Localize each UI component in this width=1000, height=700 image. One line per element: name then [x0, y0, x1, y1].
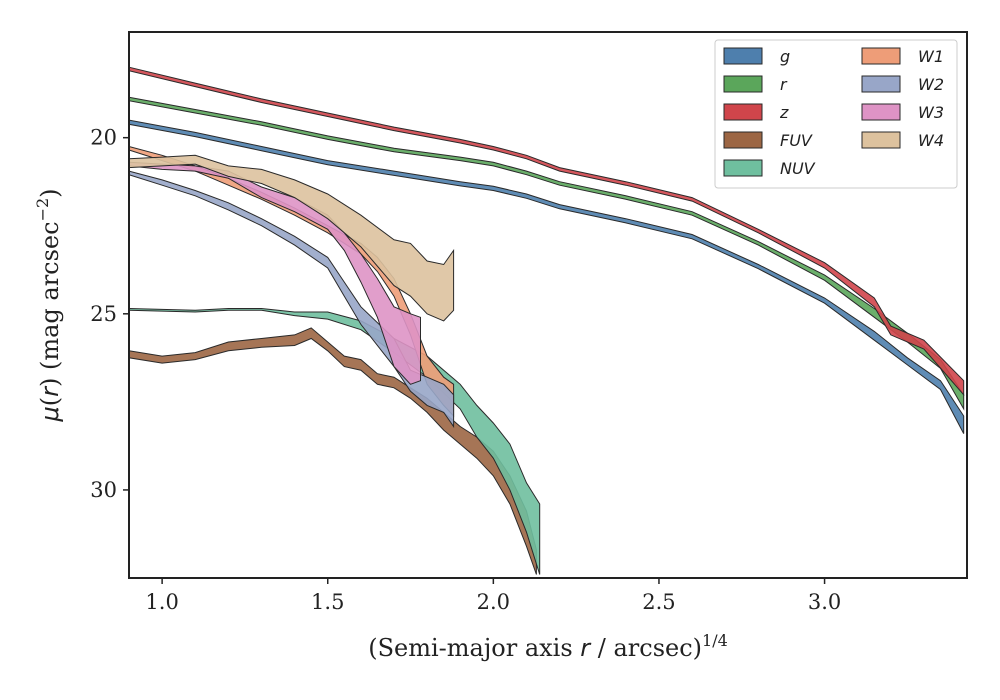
x-tick-label: 2.0 [477, 590, 510, 614]
x-tick-label: 3.0 [808, 590, 841, 614]
y-tick-label: 25 [90, 302, 117, 326]
legend-label-w1: W1 [918, 47, 944, 66]
x-tick-label: 1.0 [145, 590, 178, 614]
legend-swatch-w1 [861, 47, 901, 65]
legend-swatch-r [723, 75, 763, 93]
y-tick-label: 30 [90, 478, 117, 502]
legend-swatch-nuv [723, 159, 763, 177]
ticks-layer: 1.0 1.5 2.0 2.5 3.0 20 25 30 [90, 126, 841, 614]
legend-label-w2: W2 [918, 75, 944, 94]
legend-swatch-z [723, 103, 763, 121]
y-tick-label: 20 [90, 126, 117, 150]
legend-swatch-fuv [723, 131, 763, 149]
legend-label-r: r [780, 75, 788, 94]
series-band-r [128, 96, 965, 411]
legend-swatch-g [723, 47, 763, 65]
legend-label-w3: W3 [918, 103, 944, 122]
legend-swatch-w4 [861, 131, 901, 149]
legend-label-nuv: NUV [780, 159, 816, 178]
series-band-fuv [128, 327, 537, 575]
legend-swatch-w3 [861, 103, 901, 121]
legend-label-w4: W4 [918, 131, 944, 150]
x-tick-label: 2.5 [642, 590, 675, 614]
plot-frame [128, 31, 968, 579]
legend-swatch-w2 [861, 75, 901, 93]
x-tick-label: 1.5 [311, 590, 344, 614]
series-band-w3 [128, 161, 421, 385]
y-axis-label: μ(r) (mag arcsec−2) [33, 188, 64, 422]
series-band-w2 [128, 170, 455, 429]
series-layer [128, 66, 965, 575]
legend-label-z: z [779, 103, 789, 122]
series-band-z [128, 66, 965, 397]
legend: grz FUV NUV W1 W2 W3 W4 [714, 39, 958, 189]
x-axis-label: (Semi-major axis r / arcsec)1/4 [368, 631, 728, 662]
series-band-w4 [128, 154, 455, 322]
legend-label-g: g [780, 47, 790, 66]
series-band-g [128, 119, 965, 434]
legend-label-fuv: FUV [780, 131, 813, 150]
